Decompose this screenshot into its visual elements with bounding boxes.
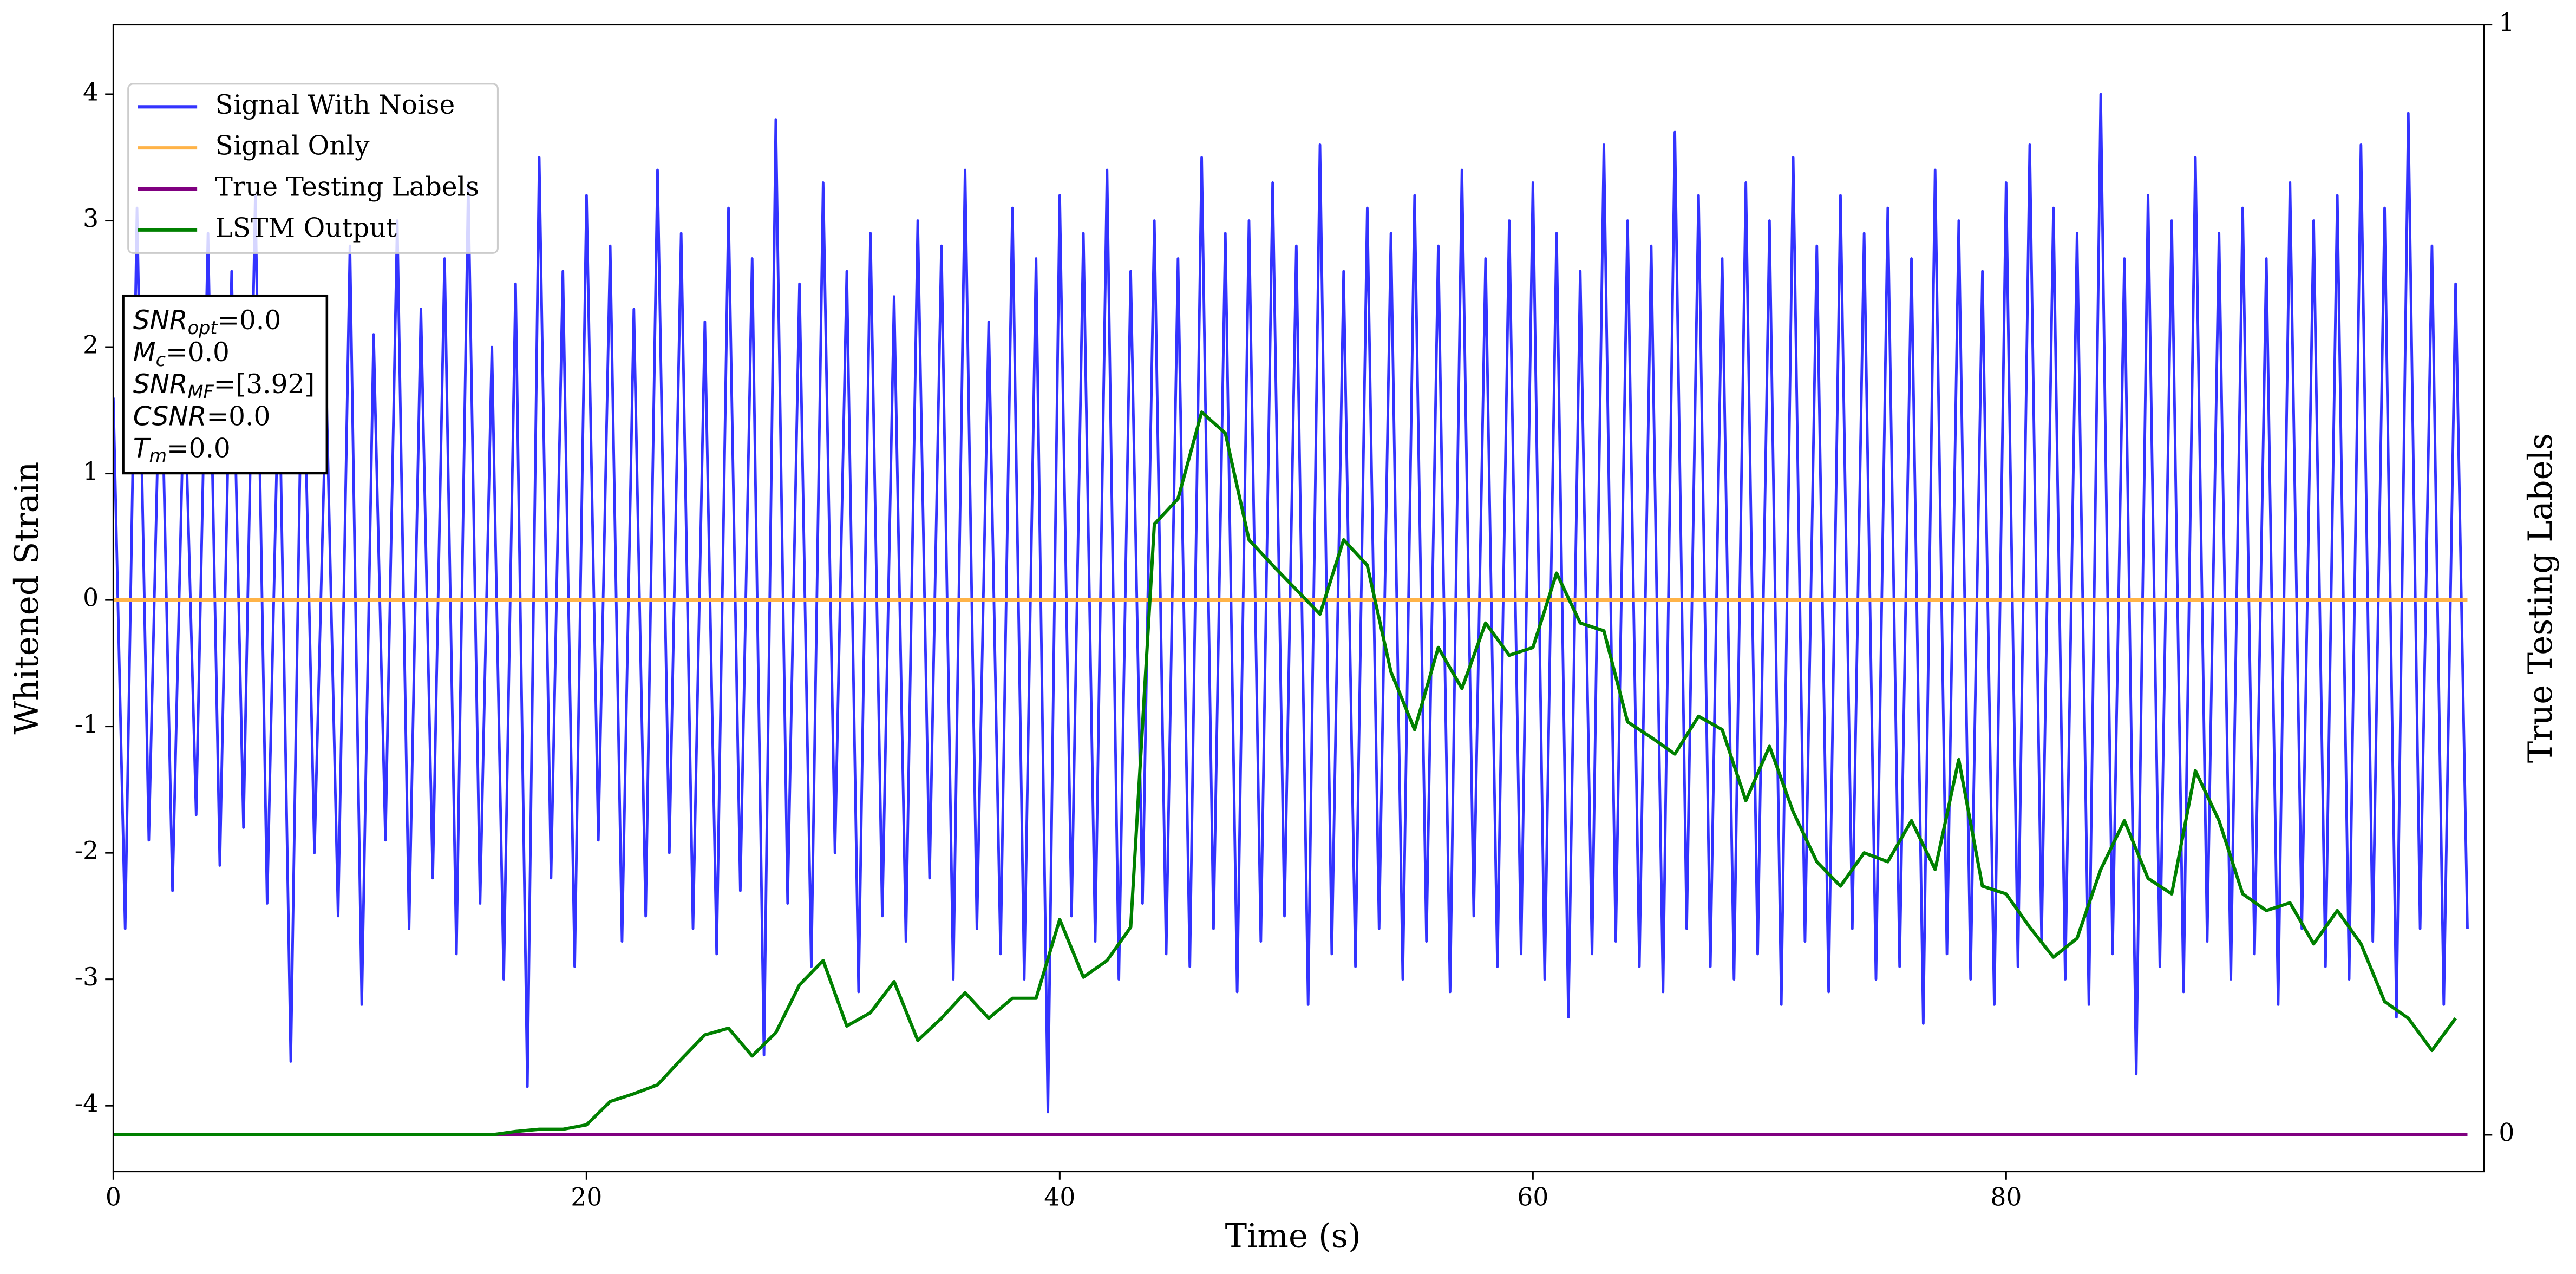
legend-label: True Testing Labels — [215, 172, 480, 202]
y-tick-label: -4 — [75, 1089, 99, 1118]
annotation: SNRopt=0.0 — [133, 305, 281, 338]
series-line — [113, 93, 2469, 1114]
legend-label: LSTM Output — [215, 213, 397, 243]
x-tick-label: 0 — [106, 1183, 121, 1212]
y-tick-label: -3 — [75, 963, 99, 991]
annotation-subscript: m — [149, 445, 167, 466]
annotation: CSNR=0.0 — [133, 401, 271, 432]
x-tick-label: 60 — [1517, 1183, 1548, 1212]
annotation-symbol: CSNR — [133, 401, 207, 432]
x-tick-label: 20 — [571, 1183, 602, 1212]
annotation-value: =0.0 — [166, 337, 230, 367]
plot-frame — [112, 24, 2485, 1173]
y-tick-label: -1 — [75, 710, 99, 739]
y-tick-label: 1 — [83, 457, 99, 486]
x-tick-label: 40 — [1044, 1183, 1075, 1212]
y-tick-label: 0 — [83, 584, 99, 612]
legend-label: Signal Only — [215, 131, 370, 161]
y2-tick-label: 0 — [2499, 1118, 2514, 1147]
annotation-subscript: opt — [188, 317, 219, 338]
annotation-symbol: SNR — [133, 369, 188, 400]
annotation: Mc=0.0 — [133, 337, 230, 370]
annotation-box — [122, 294, 329, 475]
y-tick-label: -2 — [75, 837, 99, 865]
y2-tick-label: 1 — [2499, 8, 2514, 37]
annotation-subscript: c — [156, 349, 166, 370]
y2-axis-label: True Testing Labels — [2522, 433, 2560, 763]
annotation: SNRMF=[3.92] — [133, 369, 315, 402]
annotation-value: =[3.92] — [214, 369, 315, 400]
x-tick-label: 80 — [1990, 1183, 2022, 1212]
annotation-value: =0.0 — [167, 433, 231, 463]
y-tick-label: 3 — [83, 204, 99, 233]
x-axis-label: Time (s) — [1225, 1218, 1361, 1256]
y-axis-label: Whitened Strain — [8, 462, 46, 735]
annotation-symbol: M — [133, 337, 156, 368]
annotation-subscript: MF — [188, 381, 214, 402]
annotation-symbol: T — [133, 433, 151, 463]
legend-box — [127, 83, 499, 254]
annotation-value: =0.0 — [217, 305, 281, 335]
annotation-value: =0.0 — [206, 401, 270, 432]
y-tick-label: 4 — [83, 78, 99, 107]
series-line — [113, 410, 2457, 1136]
annotation-symbol: SNR — [133, 305, 188, 336]
annotation: Tm=0.0 — [133, 433, 231, 466]
y-tick-label: 2 — [83, 331, 99, 360]
legend-label: Signal With Noise — [215, 90, 455, 120]
